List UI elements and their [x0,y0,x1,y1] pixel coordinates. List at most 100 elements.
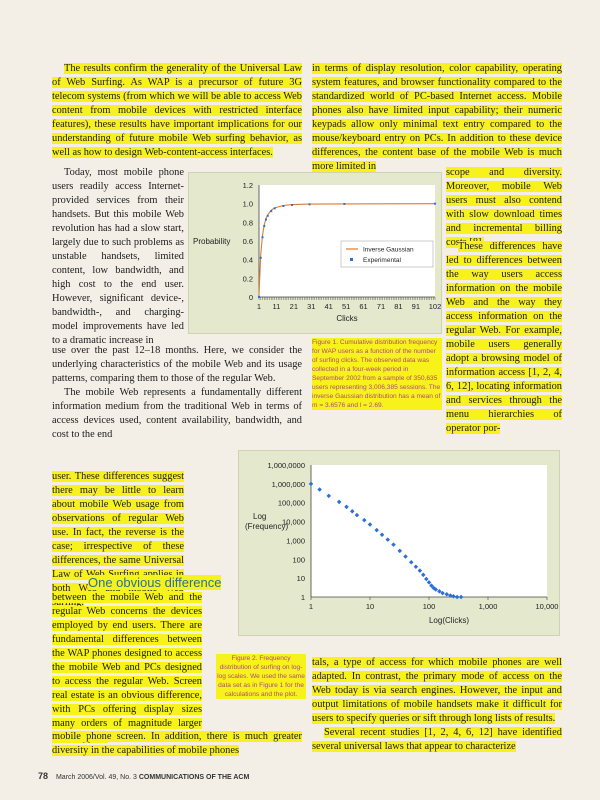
x-tick-label: 31 [307,302,315,311]
y-tick-label: 0 [249,293,253,302]
y-tick-label: 0.8 [243,218,253,227]
y-tick-label: 0.6 [243,237,253,246]
y-tick-label: 0.4 [243,256,253,265]
legend-label-inverse-gaussian: Inverse Gaussian [363,247,414,254]
y-axis-label-line-2: (Frequency) [245,522,288,531]
data-point-experimental [308,203,311,206]
data-point [454,594,460,600]
data-point [413,564,419,570]
x-tick-label: 51 [342,302,350,311]
x-tick-label: 91 [412,302,420,311]
figure-1-svg: 00.20.40.60.81.01.21 11 21 31 41 51 61 71 81 91 10… [193,181,442,323]
x-tick-label: 41 [325,302,333,311]
data-point [437,589,442,594]
x-tick-label: 100 [423,602,436,611]
y-tick-label: 1.0 [243,200,253,209]
right-column-bottom: tals, a type of access for which mobile … [312,656,562,754]
data-point [379,532,385,538]
x-tick-label: 10 [366,602,374,611]
studies-paragraph: Several recent studies [1, 2, 4, 6, 12] … [312,727,562,752]
data-point [317,487,322,492]
journal-name: COMMUNICATIONS OF THE ACM [138,774,250,781]
data-point-experimental [266,214,269,217]
data-point-experimental [258,296,260,298]
data-point-experimental [261,236,264,239]
left-narrow-paragraph-2: user. These differences suggest there ma… [52,470,184,610]
data-point-experimental [282,205,285,207]
mobile-web-paragraph: The mobile Web represents a fundamentall… [52,387,302,440]
x-axis-label: Log(Clicks) [429,616,469,625]
data-point [440,590,445,596]
data-point-experimental [291,204,294,207]
y-tick-label: 1,000,000 [272,480,305,489]
data-point [417,568,423,573]
legend-swatch-experimental [350,258,353,261]
x-tick-label: 11 [273,302,281,311]
plot-area [311,465,547,597]
x-tick-label: 102 [429,302,442,311]
figure-1-caption: Figure 1. Cumulative distribution freque… [312,338,442,410]
x-tick-label: 21 [290,302,298,311]
display-paragraph: in terms of display resolution, color ca… [312,63,562,172]
left-column-mid: use over the past 12–18 months. Here, we… [52,344,302,442]
data-point [408,559,414,565]
section-heading: One obvious difference [88,575,222,590]
data-point-experimental [343,202,346,205]
data-point-experimental [264,218,267,221]
y-tick-label: 1,000 [286,536,305,545]
left-narrow-paragraph-1: Today, most mobile phone users readily a… [52,166,184,348]
data-point-experimental [263,225,266,228]
y-tick-label: 0.2 [243,274,253,283]
x-tick-label: 71 [377,302,385,311]
y-tick-label: 100,000 [278,499,305,508]
data-point [354,512,360,518]
data-point [336,499,342,505]
portals-paragraph: tals, a type of access for which mobile … [312,657,562,724]
legend-label-experimental: Experimental [363,257,401,264]
right-narrow-paragraph-1: scope and diversity. Moreover, mobile We… [446,166,562,250]
x-tick-label: 81 [394,302,402,311]
scope-paragraph: scope and diversity. Moreover, mobile We… [446,167,562,248]
data-point [433,587,438,592]
today-paragraph: Today, most mobile phone users readily a… [52,167,184,346]
figure-2-svg: 1 10 100 1,000 10,000 100,000 1,000,000 1,000,0… [245,461,559,625]
figure-2-caption: Figure 2. Frequency distribution of surf… [216,654,306,699]
figure-2-chart: 1 10 100 1,000 10,000 100,000 1,000,000 1,000,0… [238,450,560,636]
y-tick-label: 1 [301,593,305,602]
y-tick-label: 10,000 [282,518,305,527]
data-point [367,522,373,527]
x-tick-label: 61 [359,302,367,311]
y-axis-label: Probability [193,237,230,246]
x-axis-label: Clicks [336,314,357,323]
left-column-intro: The results confirm the generality of th… [52,62,302,160]
figure-1-chart: 0 0.2 0.4 0.6 0.8 1.0 1.2 1 11 21 31 41 51 61 71 81 91 10… [188,172,442,334]
x-tick-label: 10,000 [536,602,559,611]
data-point-experimental [259,256,262,259]
x-tick-label: 1,000 [479,602,498,611]
y-axis-label-line-1: Log [253,512,266,521]
data-point-experimental [270,210,273,213]
data-point-experimental [434,202,436,205]
right-narrow-paragraph-2: These differences have led to difference… [446,240,562,436]
page-footer: 78 March 2006/Vol. 49, No. 3 COMMUNICATI… [38,771,558,781]
issue-info: March 2006/Vol. 49, No. 3 [55,774,137,781]
access-paragraph: These differences have led to difference… [446,241,562,434]
device-paragraph: between the mobile Web and the regular W… [52,592,202,743]
x-tick-label: 1 [257,302,261,311]
data-point [403,554,408,559]
page-number: 78 [38,771,49,781]
left-column-bottom: mobile phone screen. In addition, there … [52,730,302,758]
y-tick-label: 1,000,0000 [267,461,305,470]
x-tick-label: 1 [309,602,313,611]
data-point-experimental [273,207,276,210]
y-tick-label: 100 [292,555,305,564]
y-tick-label: 10 [297,574,305,583]
y-tick-label: 1.2 [243,181,253,190]
intro-paragraph: The results confirm the generality of th… [52,63,302,158]
usage-paragraph: use over the past 12–18 months. Here, we… [52,345,302,384]
screen-paragraph: mobile phone screen. In addition, there … [52,731,302,756]
right-column-top: in terms of display resolution, color ca… [312,62,562,174]
legend-box [340,240,434,268]
left-narrow-paragraph-3: between the mobile Web and the regular W… [52,591,202,745]
